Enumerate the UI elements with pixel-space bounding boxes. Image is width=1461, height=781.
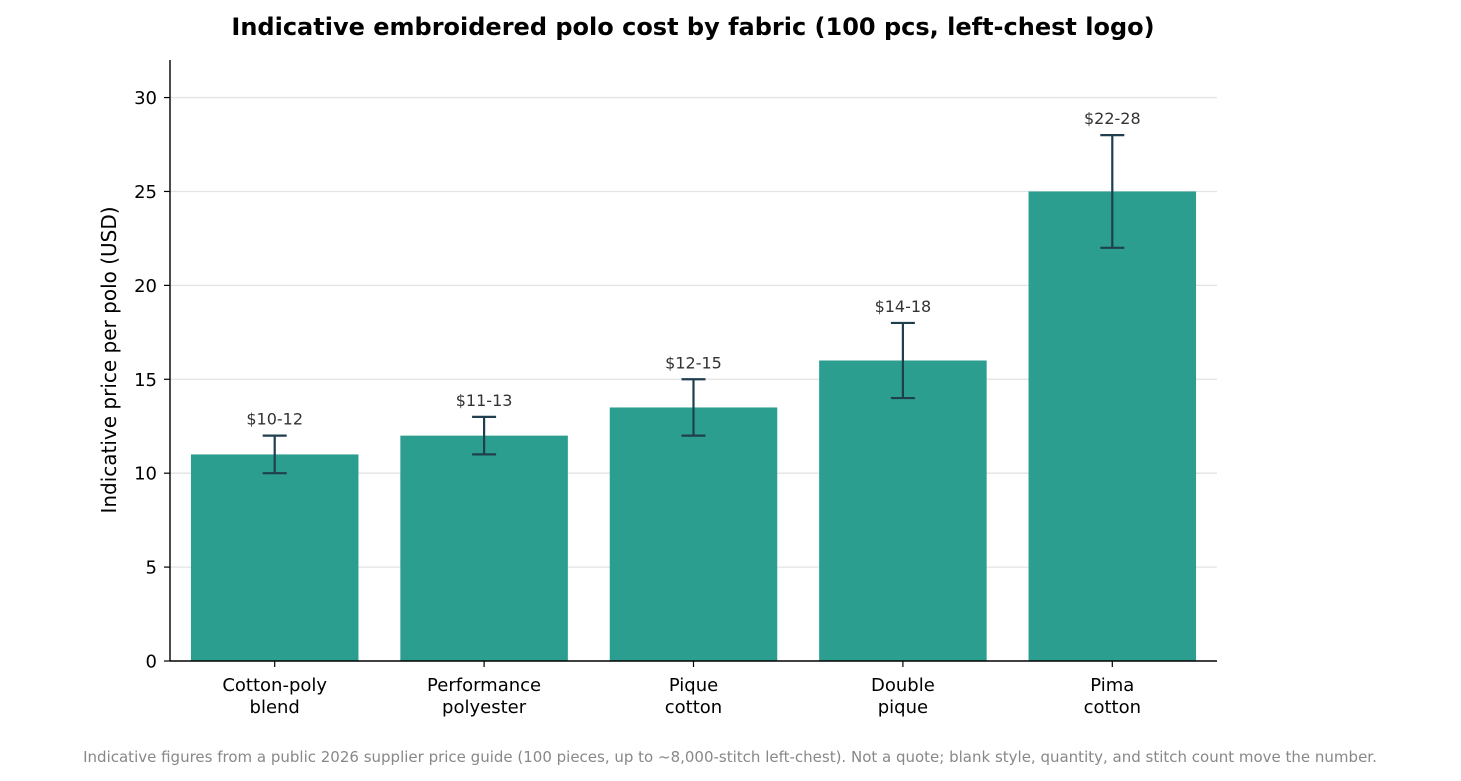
error-bar (262, 434, 287, 475)
error-bar (1100, 134, 1125, 249)
x-tick-label-line: pique (878, 697, 928, 718)
x-tick-label: Performance polyester (427, 675, 541, 718)
y-tick-label: 30 (134, 88, 157, 109)
y-axis-label: Indicative price per polo (USD) (97, 206, 121, 513)
x-axis-ticks: Cotton-poly blend Performance polyester Piqu… (222, 661, 1141, 718)
bar (190, 454, 359, 661)
x-tick-label-line: Pima (1090, 675, 1134, 696)
y-axis-ticks: 0 5 10 15 20 25 30 (134, 88, 170, 673)
error-bar (472, 415, 497, 456)
x-tick-label-line: cotton (1084, 697, 1141, 718)
data-label: $11-13 (456, 391, 513, 410)
error-bar (681, 378, 706, 437)
x-tick-label: Double pique (871, 675, 935, 718)
y-tick-label: 15 (134, 370, 157, 391)
error-bar (890, 321, 915, 400)
data-label: $10-12 (246, 410, 303, 429)
y-tick-label: 0 (146, 652, 157, 673)
y-tick-label: 10 (134, 464, 157, 485)
x-tick-label-line: cotton (665, 697, 722, 718)
data-label: $22-28 (1084, 109, 1141, 128)
bar (609, 407, 778, 661)
y-tick-label: 20 (134, 276, 157, 297)
bars (190, 191, 1197, 661)
x-tick-label-line: polyester (442, 697, 527, 718)
y-tick-label: 5 (146, 558, 157, 579)
error-bars (262, 134, 1125, 475)
bar (1028, 191, 1197, 661)
chart-title: Indicative embroidered polo cost by fabr… (231, 13, 1154, 41)
footnote: Indicative figures from a public 2026 su… (83, 748, 1377, 766)
bar (819, 360, 987, 661)
data-label: $14-18 (875, 297, 932, 316)
x-tick-label-line: Performance (427, 675, 541, 696)
x-tick-label: Pique cotton (665, 675, 722, 718)
x-tick-label-line: Double (871, 675, 935, 696)
x-tick-label-line: Cotton-poly (222, 675, 327, 696)
data-labels: $10-12 $11-13 $12-15 $14-18 $22-28 (246, 109, 1140, 429)
x-tick-label: Pima cotton (1084, 675, 1141, 718)
x-tick-label-line: blend (250, 697, 300, 718)
x-tick-label-line: Pique (669, 675, 718, 696)
data-label: $12-15 (665, 353, 722, 372)
bar (400, 435, 568, 661)
x-tick-label: Cotton-poly blend (222, 675, 327, 718)
y-tick-label: 25 (134, 182, 157, 203)
